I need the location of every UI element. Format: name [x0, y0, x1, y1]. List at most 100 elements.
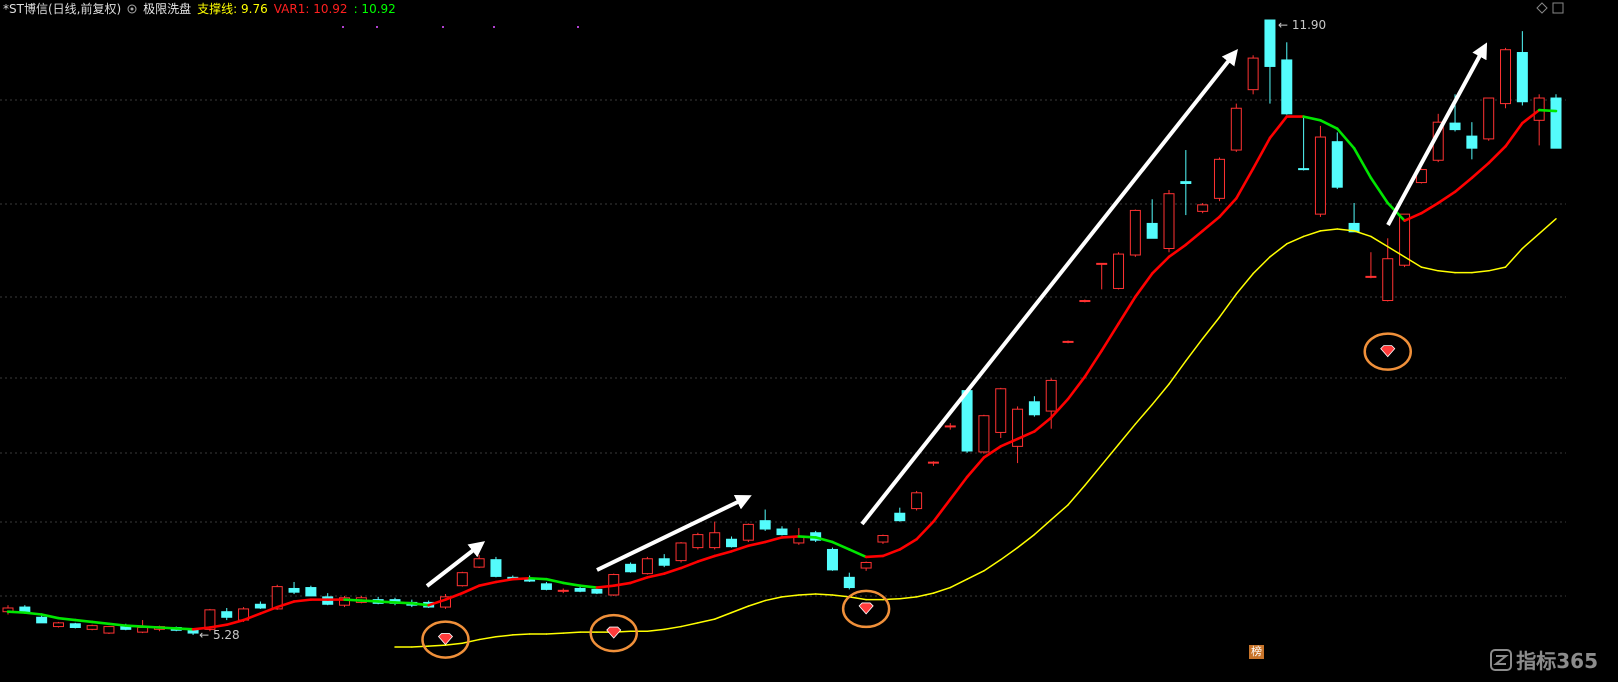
indicator-line [528, 576, 548, 581]
indicator-line [932, 498, 952, 523]
indicator-line [831, 540, 851, 551]
indicator-line [1016, 430, 1036, 441]
indicator-line [461, 638, 480, 645]
indicator-line [242, 612, 262, 622]
indicator-line [932, 586, 952, 594]
indicator-line [898, 537, 918, 551]
indicator-line [965, 456, 986, 479]
indicator-line [831, 594, 851, 598]
indicator-line [1218, 293, 1238, 318]
indicator-line [1117, 423, 1137, 446]
indicator-name: 极限洗盘 [143, 2, 192, 16]
signal-ring [841, 589, 891, 629]
candle-body [221, 611, 233, 618]
candle-body [557, 589, 569, 592]
indicator-line [427, 598, 447, 607]
candle-body [1247, 57, 1259, 91]
candle-body [1348, 222, 1360, 233]
indicator-line [764, 596, 783, 602]
header: *ST博信(日线,前复权) 极限洗盘 支撑线: 9.76 VAR1: 10.92… [3, 1, 396, 17]
indicator-line [444, 591, 464, 601]
candle-body [692, 534, 704, 549]
indicator-line [1252, 256, 1271, 275]
candle-body [911, 492, 923, 510]
indicator-line [679, 560, 700, 570]
indicator-line [646, 628, 665, 632]
indicator-line [1269, 243, 1288, 258]
candle-body [1550, 97, 1562, 149]
indicator-line [1370, 235, 1389, 248]
indicator-line [1117, 295, 1137, 326]
candle-body [1113, 253, 1125, 289]
candle-body [995, 388, 1007, 433]
candle-body [271, 586, 283, 610]
legend-item: : 10.92 [353, 2, 396, 16]
indicator-line [730, 544, 750, 553]
indicator-line [713, 611, 733, 620]
candle-body [339, 597, 351, 606]
indicator-line [208, 623, 229, 629]
indicator-line [982, 445, 1003, 459]
arrows [425, 42, 1488, 588]
indicator-line [747, 599, 766, 607]
indicator-line [1286, 235, 1305, 245]
indicator-line [915, 520, 935, 541]
indicator-line [191, 626, 212, 631]
candle-body [456, 572, 468, 587]
signal-ring [1363, 332, 1412, 371]
indicator-line [1201, 316, 1221, 340]
indicator-line [814, 593, 834, 596]
candle-body [742, 523, 754, 541]
indicator-line [477, 580, 498, 587]
indicator-line [1302, 230, 1322, 238]
candle-body [1314, 136, 1326, 215]
indicator-line [646, 572, 666, 579]
indicator-line [697, 618, 716, 624]
indicator-line [578, 584, 599, 589]
indicator-line [1033, 416, 1053, 433]
candle-body [69, 623, 81, 628]
indicator-line [848, 596, 867, 601]
indicator-line [1066, 375, 1087, 401]
indicator-line [511, 576, 531, 581]
indicator-line [983, 558, 1002, 572]
candle-body [726, 538, 738, 548]
candle-body [961, 390, 973, 452]
signal [421, 620, 470, 659]
indicator-line [1067, 484, 1086, 506]
watermark-logo [1490, 648, 1513, 671]
indicator-line [545, 632, 565, 635]
candle-body [473, 558, 485, 568]
candle-body [254, 603, 266, 609]
indicator-line [1167, 243, 1188, 259]
indicator-line [763, 536, 784, 544]
candle-body [305, 587, 317, 597]
indicator-line [696, 554, 716, 563]
indicator-line [1185, 337, 1204, 362]
indicator-line [864, 554, 885, 559]
indicator-line [461, 584, 481, 595]
indicator-line [141, 625, 161, 629]
candle-body [204, 609, 216, 630]
indicator-line [1487, 145, 1507, 165]
indicator-line [1083, 349, 1103, 378]
candle-body [877, 535, 889, 543]
candle-body [490, 559, 502, 577]
indicator-line [1353, 230, 1372, 238]
signal [841, 589, 891, 629]
candle-body [1079, 300, 1091, 303]
indicator-line [292, 598, 313, 603]
indicator-line [663, 625, 682, 631]
candle-body [625, 563, 637, 573]
candle-body [894, 512, 906, 522]
candle-body [759, 520, 771, 530]
indicator-line [23, 611, 43, 616]
candle-body [1298, 168, 1310, 171]
indicator-line [1335, 127, 1356, 150]
indicator-line [478, 636, 497, 641]
candle-body [1146, 222, 1158, 239]
indicator-line [225, 618, 245, 627]
indicator-line [1302, 115, 1322, 122]
indicator-line [1386, 245, 1406, 258]
